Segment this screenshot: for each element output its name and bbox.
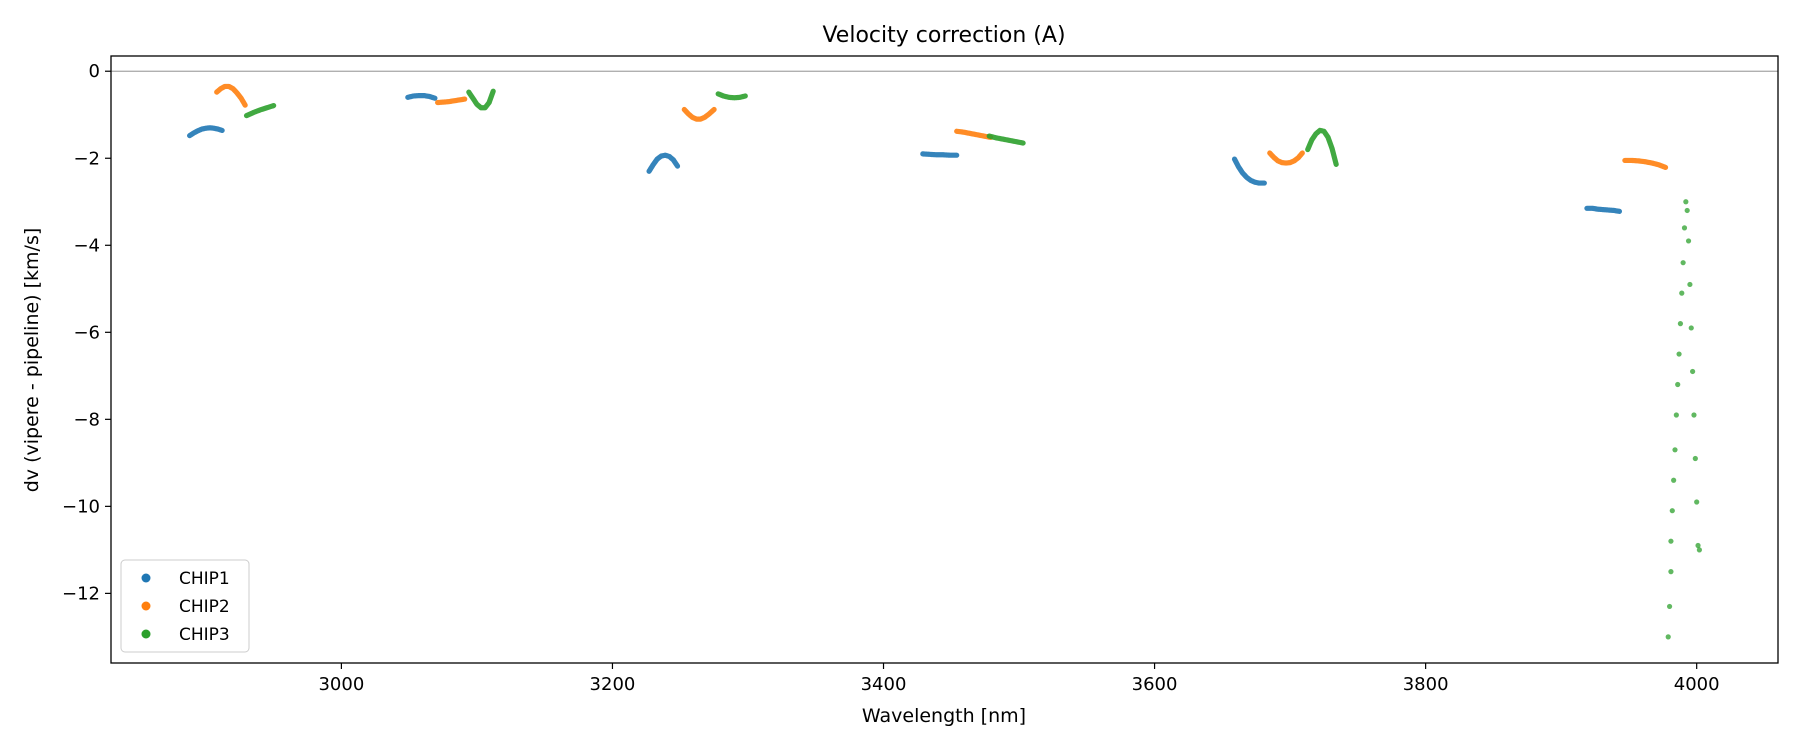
data-segment [243, 103, 277, 119]
plot-frame [110, 55, 1779, 664]
data-segment [466, 88, 496, 111]
data-point [1671, 477, 1677, 483]
data-point [1673, 412, 1679, 418]
y-tick-label: −10 [62, 496, 100, 517]
data-point [1683, 199, 1689, 205]
x-tick-label: 3200 [590, 674, 636, 695]
data-segment [1267, 150, 1305, 166]
y-tick-label: 0 [89, 61, 100, 82]
x-axis-label: Wavelength [nm] [862, 705, 1026, 727]
data-point [1692, 455, 1698, 462]
legend-marker [141, 629, 151, 639]
x-tick-label: 3800 [1403, 674, 1449, 695]
data-segment [986, 133, 1026, 146]
data-point [1675, 381, 1681, 388]
data-point [1665, 634, 1671, 640]
series-chip2 [214, 83, 1669, 170]
data-point [1687, 281, 1693, 288]
legend-marker [141, 601, 151, 611]
data-point [1668, 569, 1674, 575]
data-point [1696, 547, 1702, 553]
data-segment [646, 152, 681, 174]
legend-label: CHIP1 [179, 569, 230, 589]
data-point [1694, 499, 1700, 505]
y-tick-label: −12 [62, 583, 100, 604]
data-segment [1584, 205, 1623, 214]
data-segment [681, 106, 717, 122]
y-axis-label: dv (vipere - pipeline) [km/s] [21, 228, 43, 493]
data-point [1690, 368, 1696, 375]
data-point [1676, 351, 1682, 357]
data-point [1688, 325, 1694, 331]
legend: CHIP1 CHIP2 CHIP3 [120, 559, 250, 653]
x-tick-label: 4000 [1674, 674, 1720, 695]
data-point [1691, 412, 1697, 418]
data-point [1681, 225, 1688, 231]
data-segment [435, 96, 468, 106]
data-point [1668, 538, 1674, 544]
data-segment [1305, 127, 1339, 167]
data-point [1679, 290, 1685, 296]
legend-frame [120, 559, 250, 653]
legend-label: CHIP2 [179, 597, 230, 617]
y-tick-label: −8 [73, 409, 100, 430]
y-tick-label: −4 [73, 235, 100, 256]
data-segment [954, 128, 994, 140]
series-chip1 [187, 93, 1623, 214]
plot-area [111, 70, 1778, 640]
legend-label: CHIP3 [179, 625, 230, 645]
series-chip3 [243, 88, 1702, 640]
data-segment [715, 91, 748, 101]
data-point [1666, 603, 1673, 610]
y-tick-label: −2 [73, 148, 100, 169]
data-point [1680, 260, 1686, 266]
legend-marker [141, 573, 151, 583]
x-tick-label: 3600 [1132, 674, 1178, 695]
data-point [1677, 321, 1684, 327]
data-point [1695, 542, 1701, 549]
data-point [1669, 508, 1675, 514]
data-segment [214, 83, 248, 108]
data-point [1672, 447, 1678, 453]
x-tick-label: 3000 [318, 674, 364, 695]
data-segment [405, 93, 438, 101]
data-segment [1231, 156, 1267, 186]
x-tick-label: 3400 [861, 674, 907, 695]
data-point [1684, 207, 1690, 214]
data-segment [187, 125, 225, 139]
axes: 3000 3200 3400 3600 3800 4000 0 −2 −4 −6 −8 −10 −12 [62, 61, 1720, 695]
chart-title: Velocity correction (A) [822, 23, 1065, 48]
data-segment [920, 151, 960, 158]
y-tick-label: −6 [73, 322, 100, 343]
data-point [1685, 238, 1692, 244]
data-segment [1622, 157, 1669, 170]
